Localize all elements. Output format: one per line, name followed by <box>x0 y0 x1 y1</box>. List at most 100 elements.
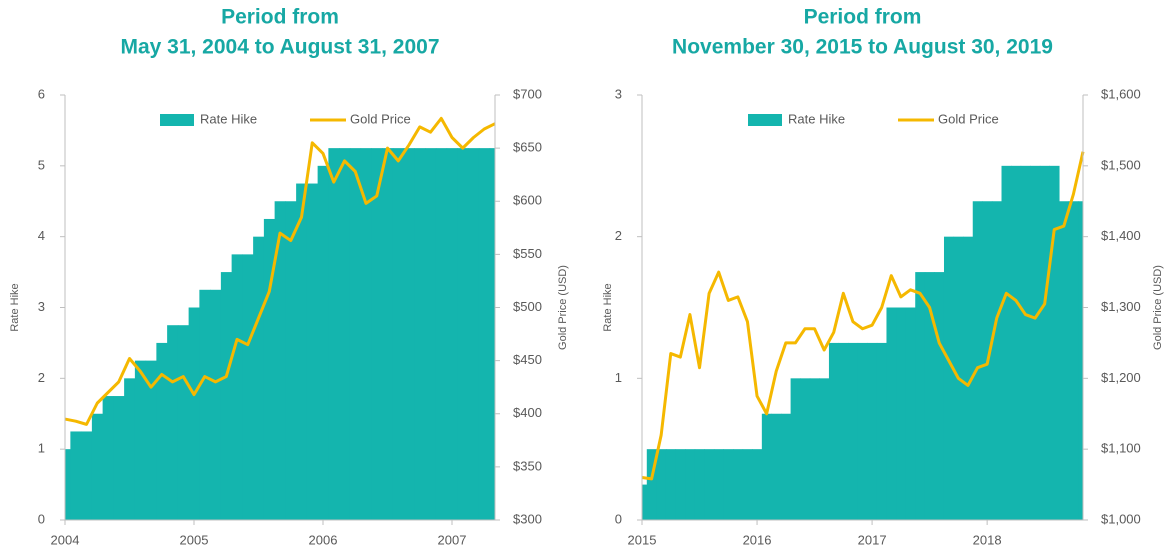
rate-area <box>328 148 340 520</box>
rate-area <box>838 342 849 520</box>
rate-area <box>91 413 104 520</box>
rate-area <box>646 449 657 520</box>
rate-area <box>828 342 840 520</box>
y2-tick-label: $1,600 <box>1101 86 1141 101</box>
y-tick-label: 0 <box>615 511 622 526</box>
rate-area <box>886 307 897 520</box>
legend-swatch <box>748 114 782 126</box>
y2-tick-label: $600 <box>513 193 542 208</box>
rate-area <box>489 148 496 520</box>
rate-area <box>167 325 179 520</box>
rate-area <box>905 307 916 520</box>
rate-area <box>685 449 696 520</box>
rate-area <box>177 325 190 520</box>
rate-area <box>242 254 254 520</box>
rate-area <box>339 148 351 520</box>
rate-area <box>382 148 394 520</box>
chart-title: May 31, 2004 to August 31, 2007 <box>120 36 439 59</box>
rate-area <box>675 449 686 520</box>
rate-area <box>210 289 222 520</box>
y2-tick-label: $400 <box>513 405 542 420</box>
rate-area <box>1068 201 1079 520</box>
chart-title: Period from <box>221 6 339 29</box>
rate-area <box>848 342 859 520</box>
rate-area <box>1001 165 1012 521</box>
rate-area <box>296 183 308 520</box>
rate-area <box>231 254 243 520</box>
rate-area <box>943 236 955 520</box>
x-tick-label: 2017 <box>858 532 887 547</box>
rate-area <box>713 449 724 520</box>
chart-title: November 30, 2015 to August 30, 2019 <box>672 36 1053 59</box>
rate-area <box>1030 165 1041 521</box>
rate-area <box>896 307 907 520</box>
y2-axis-title: Gold Price (USD) <box>1152 265 1164 350</box>
x-tick-label: 2004 <box>51 532 80 547</box>
y2-tick-label: $1,300 <box>1101 299 1141 314</box>
y-axis-title: Rate Hike <box>9 283 21 331</box>
x-tick-label: 2015 <box>628 532 657 547</box>
rate-area <box>468 148 480 520</box>
rate-area <box>924 272 935 520</box>
rate-area <box>65 449 71 520</box>
y-axis-title: Rate Hike <box>602 283 614 331</box>
legend-label: Gold Price <box>938 111 999 126</box>
rate-area <box>704 449 715 520</box>
rate-area <box>446 148 458 520</box>
rate-area <box>425 148 437 520</box>
rate-area <box>188 307 200 520</box>
y-tick-label: 0 <box>38 511 45 526</box>
legend-label: Rate Hike <box>200 111 257 126</box>
x-tick-label: 2005 <box>180 532 209 547</box>
y2-tick-label: $500 <box>513 299 542 314</box>
rate-area <box>156 342 168 520</box>
x-tick-label: 2007 <box>438 532 467 547</box>
rate-area <box>457 148 469 520</box>
y2-tick-label: $550 <box>513 246 542 261</box>
rate-area <box>70 431 82 520</box>
rate-area <box>752 449 763 520</box>
rate-area <box>253 236 265 520</box>
rate-area <box>124 378 136 520</box>
rate-area <box>1078 201 1084 520</box>
rate-area <box>761 413 772 520</box>
rate-area <box>790 378 801 520</box>
rate-area <box>317 165 329 521</box>
rate-area <box>819 378 830 520</box>
rate-area <box>306 183 319 520</box>
y2-tick-label: $650 <box>513 140 542 155</box>
rate-area <box>857 342 868 520</box>
y2-tick-label: $1,200 <box>1101 370 1141 385</box>
gold-line <box>641 151 1085 481</box>
y-tick-label: 1 <box>38 441 45 456</box>
chart-title: Period from <box>804 6 922 29</box>
y2-tick-label: $300 <box>513 511 542 526</box>
legend-label: Gold Price <box>350 111 411 126</box>
legend-swatch <box>160 114 194 126</box>
rate-area <box>478 148 491 520</box>
y2-tick-label: $450 <box>513 352 542 367</box>
rate-area <box>867 342 878 520</box>
y-tick-label: 4 <box>38 228 45 243</box>
rate-area <box>733 449 744 520</box>
rate-area <box>963 236 974 520</box>
y-tick-label: 1 <box>615 370 622 385</box>
rate-area <box>1039 165 1050 521</box>
x-tick-label: 2018 <box>973 532 1002 547</box>
rate-area <box>1020 165 1031 521</box>
rate-area <box>285 201 297 520</box>
x-tick-label: 2006 <box>309 532 338 547</box>
rate-area <box>134 360 147 520</box>
rate-area <box>414 148 426 520</box>
legend-label: Rate Hike <box>788 111 845 126</box>
y2-axis-title: Gold Price (USD) <box>557 265 569 350</box>
y2-tick-label: $700 <box>513 86 542 101</box>
rate-area <box>349 148 362 520</box>
rate-area <box>771 413 782 520</box>
y2-tick-label: $1,100 <box>1101 441 1141 456</box>
rate-area <box>642 484 648 520</box>
rate-area <box>81 431 93 520</box>
rate-area <box>915 272 926 520</box>
y2-tick-label: $1,400 <box>1101 228 1141 243</box>
